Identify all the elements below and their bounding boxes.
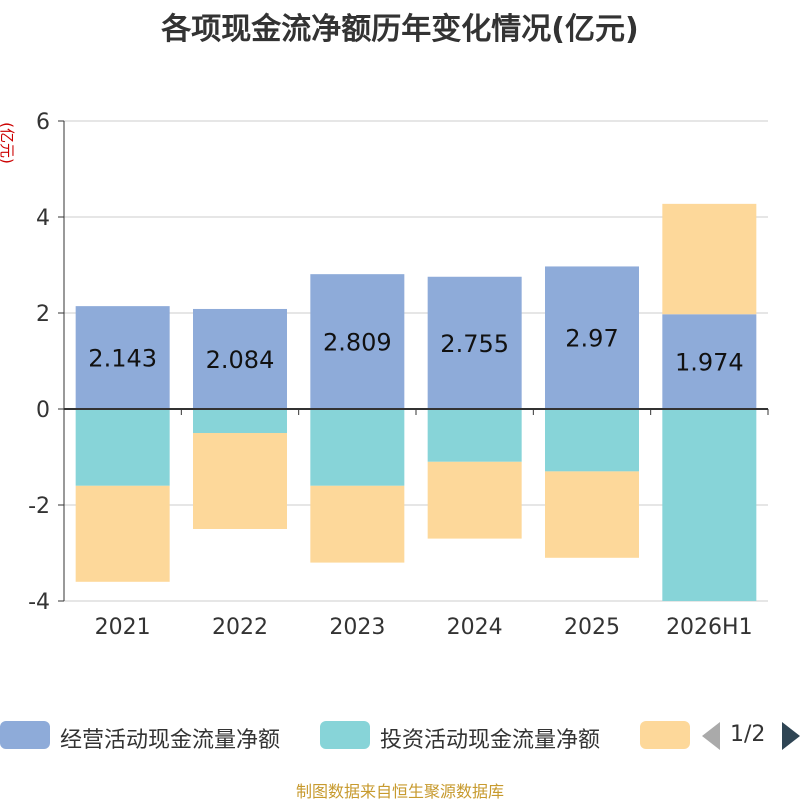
- source-note: 制图数据来自恒生聚源数据库: [295, 782, 504, 801]
- bar-2024-series-0: [427, 276, 522, 409]
- bar-2026H1-series-2: [662, 203, 757, 315]
- bar-2021-series-2: [75, 485, 170, 582]
- legend-item-financing[interactable]: [640, 718, 690, 749]
- legend-label-operating: 经营活动现金流量净额: [60, 728, 281, 753]
- data-label: 2.143: [88, 345, 157, 373]
- y-tick-label: 0: [36, 398, 50, 423]
- legend: 经营活动现金流量净额 投资活动现金流量净额 1/2: [0, 712, 800, 756]
- y-axis-label: (亿元): [0, 122, 16, 164]
- bar-2026H1-series-1: [662, 409, 757, 601]
- legend-label-investing: 投资活动现金流量净额: [380, 728, 601, 753]
- data-label: 2.809: [323, 329, 392, 357]
- bar-2022-series-2: [193, 433, 287, 529]
- data-label: 2.97: [565, 325, 618, 353]
- y-tick-label: 2: [36, 302, 50, 327]
- x-tick-label: 2021: [95, 615, 151, 640]
- data-label: 2.755: [440, 330, 509, 358]
- legend-swatch-investing: [320, 721, 370, 749]
- bar-2025-series-0: [545, 266, 639, 409]
- bar-2023-series-0: [310, 274, 405, 409]
- x-tick-label: 2026H1: [666, 615, 753, 640]
- x-tick-label: 2025: [564, 615, 620, 640]
- y-tick-label: -2: [28, 494, 50, 519]
- data-label: 2.084: [206, 346, 275, 374]
- bar-2024-series-1: [427, 409, 522, 462]
- bar-2025-series-2: [545, 471, 639, 558]
- bar-2021-series-0: [75, 306, 170, 409]
- legend-swatch-operating: [0, 721, 50, 749]
- legend-prev-arrow-icon[interactable]: [702, 722, 720, 750]
- bar-2026H1-series-0: [662, 314, 757, 409]
- bar-2021-series-1: [75, 409, 170, 486]
- bar-2023-series-2: [310, 485, 405, 563]
- bar-2022-series-0: [193, 308, 287, 409]
- legend-item-operating[interactable]: 经营活动现金流量净额: [0, 718, 310, 753]
- legend-page-indicator: 1/2: [730, 722, 766, 747]
- legend-swatch-financing: [640, 721, 690, 749]
- y-tick-label: 4: [36, 206, 50, 231]
- y-tick-label: 6: [36, 110, 50, 135]
- bar-2025-series-1: [545, 409, 639, 472]
- x-tick-label: 2022: [212, 615, 268, 640]
- x-tick-label: 2024: [447, 615, 503, 640]
- y-tick-label: -4: [28, 590, 50, 615]
- data-label: 1.974: [675, 349, 744, 377]
- x-tick-label: 2023: [329, 615, 385, 640]
- bar-2024-series-2: [427, 461, 522, 539]
- legend-pager: 1/2: [700, 718, 800, 750]
- bar-chart: 6 4 2 0 -2 -4 (亿元) 2.143 2.084 2.809 2.755 2.97 1.97…: [0, 110, 769, 640]
- bar-2022-series-1: [193, 409, 287, 433]
- chart-title: 各项现金流净额历年变化情况(亿元): [161, 12, 639, 47]
- legend-item-investing[interactable]: 投资活动现金流量净额: [320, 718, 630, 753]
- bar-2023-series-1: [310, 409, 405, 486]
- legend-next-arrow-icon[interactable]: [782, 722, 800, 750]
